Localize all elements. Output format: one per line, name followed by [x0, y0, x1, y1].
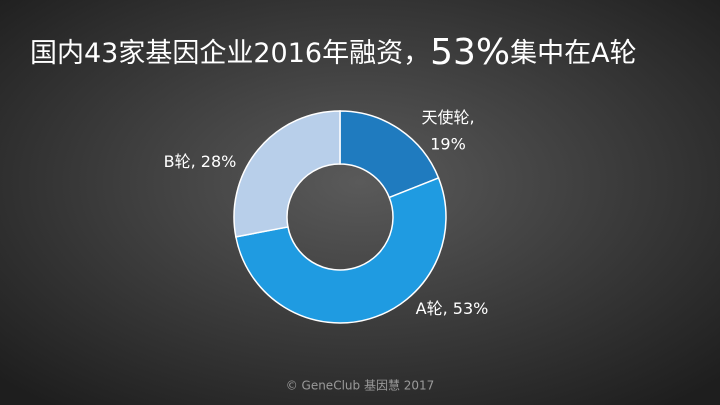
category-label: 天使轮 — [421, 108, 469, 127]
value-label: 53% — [453, 299, 489, 318]
data-label: B轮, 28% — [164, 152, 237, 171]
donut-slice — [233, 110, 341, 238]
donut — [233, 110, 447, 324]
data-label: 天使轮, — [421, 108, 474, 127]
value-label: 28% — [201, 152, 237, 171]
value-label: 19% — [430, 135, 466, 154]
footer: © GeneClub 基因慧 2017 — [286, 378, 435, 393]
title-part: 国内43家基因企业2016年融资， — [30, 38, 430, 69]
data-label: A轮, 53% — [416, 299, 489, 318]
category-label: A轮 — [416, 299, 443, 318]
title-part: 53% — [430, 32, 510, 73]
chart-title: 国内43家基因企业2016年融资，53%集中在A轮 — [30, 32, 637, 73]
category-label: B轮 — [164, 152, 191, 171]
title-part: 集中在A轮 — [510, 38, 636, 69]
donut-slice — [234, 177, 447, 324]
